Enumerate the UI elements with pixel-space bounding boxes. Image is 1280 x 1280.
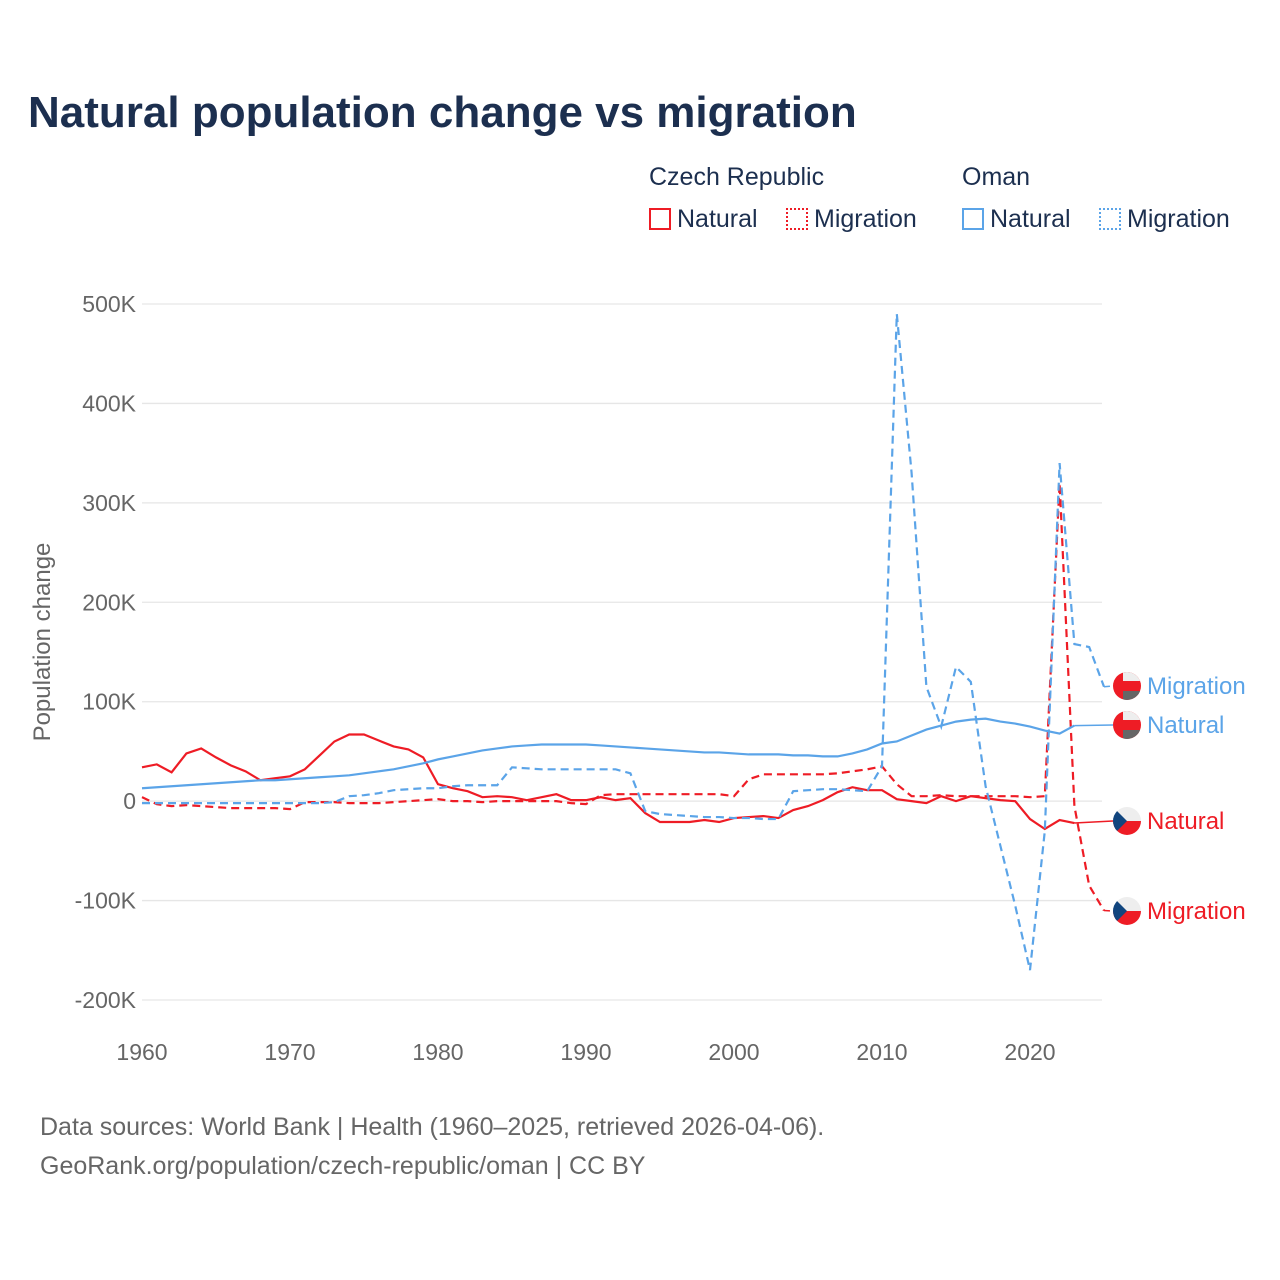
- y-tick-label: -100K: [75, 888, 137, 914]
- x-tick-label: 2000: [708, 1039, 759, 1065]
- x-tick-label: 1980: [412, 1039, 463, 1065]
- series-end-label: Migration: [1147, 898, 1246, 925]
- label-leader: [1074, 820, 1114, 824]
- x-tick-label: 2020: [1004, 1039, 1055, 1065]
- series-line-czech-republic-migration: [141, 482, 1105, 912]
- series-end-label: Migration: [1147, 673, 1246, 700]
- legend-czech-natural[interactable]: Natural: [649, 205, 758, 234]
- label-leader: [1103, 685, 1114, 688]
- legend-swatch: [962, 208, 984, 230]
- y-tick-label: 100K: [82, 689, 136, 715]
- x-tick-label: 1970: [264, 1039, 315, 1065]
- source-line-1: Data sources: World Bank | Health (1960–…: [40, 1113, 825, 1141]
- oman-flag-icon: [1113, 711, 1141, 739]
- y-tick-label: 400K: [82, 390, 136, 416]
- czech-flag-icon: [1113, 897, 1141, 925]
- y-tick-label: 0: [123, 788, 136, 814]
- series-line-oman-natural: [141, 717, 1075, 790]
- oman-flag-icon: [1113, 672, 1141, 700]
- source-line-2[interactable]: GeoRank.org/population/czech-republic/om…: [40, 1152, 646, 1180]
- legend-swatch: [1099, 208, 1121, 230]
- series-line-oman-migration: [142, 313, 1106, 971]
- x-tick-label: 1990: [560, 1039, 611, 1065]
- legend-oman-migration[interactable]: Migration: [1099, 205, 1230, 234]
- x-tick-label: 2010: [856, 1039, 907, 1065]
- source-note: Data sources: World Bank | Health (1960–…: [40, 1108, 824, 1186]
- y-tick-label: 300K: [82, 490, 136, 516]
- legend-swatch: [786, 208, 808, 230]
- legend-group-czech: Czech Republic: [649, 163, 825, 191]
- legend-group-oman: Oman: [962, 163, 1031, 191]
- legend-swatch: [649, 208, 671, 230]
- series-end-label: Natural: [1147, 712, 1224, 739]
- y-tick-label: 500K: [82, 291, 136, 317]
- y-tick-label: -200K: [75, 987, 137, 1013]
- series-line-czech-republic-natural: [141, 733, 1075, 831]
- chart-title: Natural population change vs migration: [28, 88, 857, 137]
- y-axis-label: Population change: [29, 543, 56, 742]
- series-end-label: Natural: [1147, 808, 1224, 835]
- label-leader: [1074, 724, 1114, 727]
- legend-oman-natural[interactable]: Natural: [962, 205, 1071, 234]
- x-tick-label: 1960: [116, 1039, 167, 1065]
- legend-czech-migration[interactable]: Migration: [786, 205, 917, 234]
- y-tick-label: 200K: [82, 589, 136, 615]
- czech-flag-icon: [1113, 807, 1141, 835]
